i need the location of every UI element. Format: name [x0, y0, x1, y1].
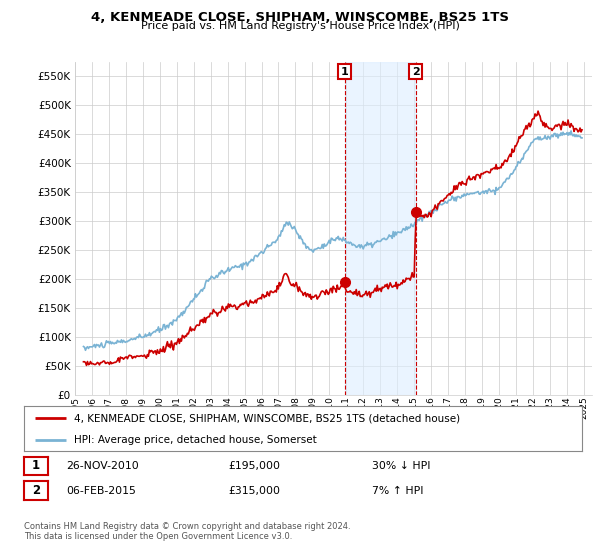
Text: £315,000: £315,000: [228, 486, 280, 496]
Text: 26-NOV-2010: 26-NOV-2010: [66, 461, 139, 471]
Text: Price paid vs. HM Land Registry's House Price Index (HPI): Price paid vs. HM Land Registry's House …: [140, 21, 460, 31]
Text: 7% ↑ HPI: 7% ↑ HPI: [372, 486, 424, 496]
Text: Contains HM Land Registry data © Crown copyright and database right 2024.
This d: Contains HM Land Registry data © Crown c…: [24, 522, 350, 542]
Text: 30% ↓ HPI: 30% ↓ HPI: [372, 461, 431, 471]
Text: 4, KENMEADE CLOSE, SHIPHAM, WINSCOMBE, BS25 1TS: 4, KENMEADE CLOSE, SHIPHAM, WINSCOMBE, B…: [91, 11, 509, 24]
Text: 1: 1: [32, 459, 40, 473]
Bar: [344, 62, 416, 395]
Text: 2: 2: [32, 484, 40, 497]
Text: 4, KENMEADE CLOSE, SHIPHAM, WINSCOMBE, BS25 1TS (detached house): 4, KENMEADE CLOSE, SHIPHAM, WINSCOMBE, B…: [74, 413, 460, 423]
Text: 06-FEB-2015: 06-FEB-2015: [66, 486, 136, 496]
Text: £195,000: £195,000: [228, 461, 280, 471]
Text: 2: 2: [412, 67, 420, 77]
Text: HPI: Average price, detached house, Somerset: HPI: Average price, detached house, Some…: [74, 435, 317, 445]
Text: 1: 1: [341, 67, 349, 77]
